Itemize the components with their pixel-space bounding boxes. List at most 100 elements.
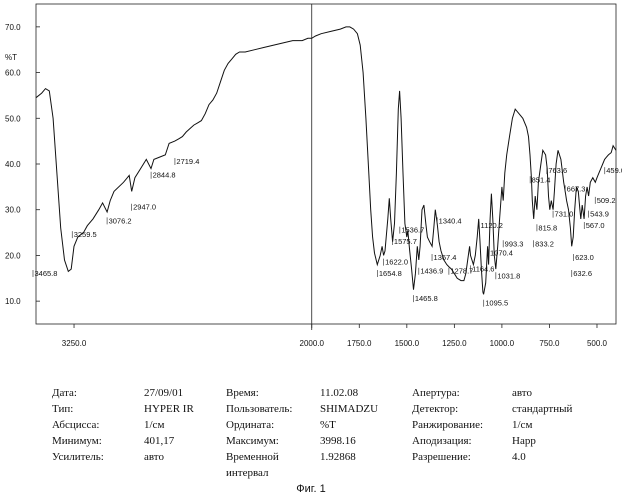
info-label: Абсцисса: bbox=[52, 419, 100, 431]
peak-label: 731.0 bbox=[555, 210, 574, 219]
info-row: Дата: 27/09/01 bbox=[52, 385, 194, 401]
peak-label: 2719.4 bbox=[176, 157, 199, 166]
info-row: Апертура: авто bbox=[412, 385, 572, 401]
info-value: 1/см bbox=[512, 419, 533, 431]
x-tick-label: 1750.0 bbox=[347, 339, 372, 348]
y-tick-label: 10.0 bbox=[5, 297, 21, 306]
peak-label: 1070.4 bbox=[490, 248, 513, 257]
y-axis-label: %T bbox=[5, 53, 17, 62]
info-row: Абсцисса: 1/см bbox=[52, 417, 194, 433]
peak-label: 1465.8 bbox=[415, 294, 438, 303]
x-tick-label: 750.0 bbox=[539, 339, 560, 348]
info-value: 3998.16 bbox=[320, 435, 356, 447]
peak-label: 632.6 bbox=[573, 269, 592, 278]
info-row: Разрешение: 4.0 bbox=[412, 449, 572, 465]
info-row: Тип: HYPER IR bbox=[52, 401, 194, 417]
info-label: Минимум: bbox=[52, 435, 102, 447]
info-value: 27/09/01 bbox=[144, 387, 184, 399]
info-label: Пользователь: bbox=[226, 403, 293, 415]
peak-label: 1367.4 bbox=[434, 253, 457, 262]
info-column-3: Апертура: авто Детектор: стандартный Ранжи… bbox=[412, 385, 572, 465]
info-value: HYPER IR bbox=[144, 403, 194, 415]
info-row: Детектор: стандартный bbox=[412, 401, 572, 417]
info-label: Апертура: bbox=[412, 387, 460, 399]
info-label: Аподизация: bbox=[412, 435, 472, 447]
info-row: Аподизация: Happ bbox=[412, 433, 572, 449]
info-value: стандартный bbox=[512, 403, 573, 415]
x-tick-label: 2000.0 bbox=[300, 339, 325, 348]
info-row: Минимум: 401,17 bbox=[52, 433, 194, 449]
peak-label: 543.9 bbox=[590, 210, 609, 219]
info-row: Время: 11.02.08 bbox=[226, 385, 378, 401]
peak-label: 509.2 bbox=[597, 196, 616, 205]
info-value: SHIMADZU bbox=[320, 403, 379, 415]
info-value: авто bbox=[144, 451, 164, 463]
y-axis-ticks: 10.0 20.0 30.0 40.0 50.0 60.0 70.0 bbox=[5, 23, 40, 306]
info-row: интервал bbox=[226, 465, 378, 481]
peak-label: 1654.8 bbox=[379, 269, 402, 278]
info-row: Максимум: 3998.16 bbox=[226, 433, 378, 449]
info-value: 11.02.08 bbox=[320, 387, 359, 399]
info-label: Ранжирование: bbox=[412, 419, 484, 431]
peak-label: 833.2 bbox=[535, 239, 554, 248]
info-row: Пользователь: SHIMADZU bbox=[226, 401, 378, 417]
peak-label: 1278.7 bbox=[450, 267, 473, 276]
peak-label: 1095.5 bbox=[485, 299, 508, 308]
info-label: Разрешение: bbox=[412, 451, 471, 463]
info-label: Временной bbox=[226, 451, 279, 463]
peak-label: 1436.9 bbox=[420, 267, 443, 276]
info-label: Ордината: bbox=[226, 419, 275, 431]
peak-label: 1120.2 bbox=[481, 221, 503, 230]
x-tick-label: 3250.0 bbox=[62, 339, 87, 348]
info-label: Усилитель: bbox=[52, 451, 104, 463]
y-tick-label: 50.0 bbox=[5, 114, 21, 123]
y-tick-label: 70.0 bbox=[5, 23, 21, 32]
peak-label: 815.8 bbox=[538, 223, 557, 232]
peak-label: 1164.6 bbox=[472, 264, 494, 273]
peak-label: 3465.8 bbox=[34, 269, 57, 278]
info-row: Ордината: %T bbox=[226, 417, 378, 433]
info-value: 1/см bbox=[144, 419, 165, 431]
peak-label: 1340.4 bbox=[439, 216, 462, 225]
info-row: Усилитель: авто bbox=[52, 449, 194, 465]
x-tick-label: 1000.0 bbox=[490, 339, 515, 348]
peak-label: 1575.7 bbox=[394, 237, 417, 246]
x-axis-ticks: 3250.0 2000.0 1750.0 1500.0 1250.0 1000.0 750.… bbox=[62, 324, 608, 348]
peak-label: 1622.0 bbox=[385, 258, 408, 267]
info-label: Тип: bbox=[52, 403, 74, 415]
peak-label: 1031.8 bbox=[497, 271, 520, 280]
y-tick-label: 30.0 bbox=[5, 206, 21, 215]
info-column-1: Дата: 27/09/01 Тип: HYPER IR Абсцисса: 1/см… bbox=[52, 385, 194, 465]
info-column-2: Время: 11.02.08 Пользователь: SHIMADZU Орд… bbox=[226, 385, 378, 481]
info-label: Максимум: bbox=[226, 435, 279, 447]
peak-label: 763.6 bbox=[548, 166, 567, 175]
x-tick-label: 1500.0 bbox=[395, 339, 420, 348]
peak-label: 567.0 bbox=[586, 221, 605, 230]
info-label: Дата: bbox=[52, 387, 77, 399]
peak-label: 993.3 bbox=[505, 239, 524, 248]
transmittance-trace bbox=[35, 26, 617, 295]
ir-spectrum-chart: %T 10.0 20.0 30.0 40.0 50.0 60.0 70.0 3250.0 20… bbox=[5, 3, 622, 348]
peak-label: 623.0 bbox=[575, 253, 594, 262]
peak-label: 2844.8 bbox=[153, 171, 176, 180]
info-label: интервал bbox=[226, 467, 269, 479]
y-tick-label: 20.0 bbox=[5, 251, 21, 260]
y-tick-label: 40.0 bbox=[5, 160, 21, 169]
x-tick-label: 500.0 bbox=[587, 339, 608, 348]
peak-label: 3076.2 bbox=[109, 216, 132, 225]
peak-label: 851.4 bbox=[532, 175, 551, 184]
info-value: авто bbox=[512, 387, 532, 399]
x-tick-label: 1250.0 bbox=[442, 339, 467, 348]
info-value: 401,17 bbox=[144, 435, 175, 447]
peak-label: 1536.7 bbox=[401, 226, 424, 235]
y-tick-label: 60.0 bbox=[5, 69, 21, 78]
plot-frame bbox=[35, 3, 617, 325]
info-value: Happ bbox=[512, 435, 536, 447]
info-value: %T bbox=[320, 419, 336, 431]
info-value: 1.92868 bbox=[320, 451, 356, 463]
peak-label: 2947.0 bbox=[133, 203, 156, 212]
info-row: Ранжирование: 1/см bbox=[412, 417, 572, 433]
info-label: Детектор: bbox=[412, 403, 459, 415]
peak-label: 667.3 bbox=[567, 184, 586, 193]
